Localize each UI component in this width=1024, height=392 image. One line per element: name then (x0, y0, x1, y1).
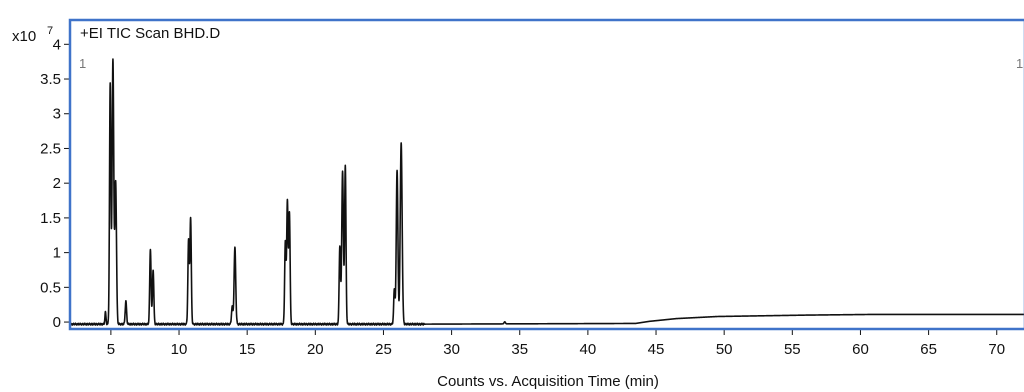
marker-right: 1 (1016, 56, 1023, 71)
plot-area (69, 58, 1024, 326)
chart-title: +EI TIC Scan BHD.D (80, 25, 220, 42)
y-tick-label: 2 (53, 175, 61, 192)
x-tick-label: 15 (239, 341, 256, 358)
x-axis-label: Counts vs. Acquisition Time (min) (437, 373, 659, 390)
x-tick-label: 20 (307, 341, 324, 358)
plot-frame (68, 18, 1024, 331)
x-tick-label: 40 (580, 341, 597, 358)
x-tick-label: 70 (988, 341, 1005, 358)
x-axis: 5 10 15 20 25 30 35 40 45 50 55 60 65 70 (107, 329, 1005, 358)
y-tick-label: 2.5 (40, 140, 61, 157)
x-tick-label: 45 (648, 341, 665, 358)
y-tick-label: 3.5 (40, 71, 61, 88)
y-multiplier-exponent: 7 (47, 25, 53, 37)
x-tick-label: 65 (920, 341, 937, 358)
y-tick-label: 1 (53, 245, 61, 262)
x-tick-label: 25 (375, 341, 392, 358)
marker-left: 1 (79, 56, 86, 71)
x-tick-label: 60 (852, 341, 869, 358)
x-tick-label: 50 (716, 341, 733, 358)
y-axis: 0 0.5 1 1.5 2 2.5 3 3.5 4 (40, 36, 70, 331)
x-tick-label: 35 (511, 341, 528, 358)
y-tick-label: 0.5 (40, 279, 61, 296)
x-tick-label: 5 (107, 341, 115, 358)
y-tick-label: 4 (53, 36, 61, 53)
x-tick-label: 30 (443, 341, 460, 358)
x-tick-label: 10 (171, 341, 188, 358)
y-tick-label: 3 (53, 106, 61, 123)
y-multiplier-base: x10 (12, 28, 36, 45)
tic-trace-line (69, 58, 1024, 326)
y-tick-label: 0 (53, 314, 61, 331)
y-tick-label: 1.5 (40, 210, 61, 227)
x-tick-label: 55 (784, 341, 801, 358)
